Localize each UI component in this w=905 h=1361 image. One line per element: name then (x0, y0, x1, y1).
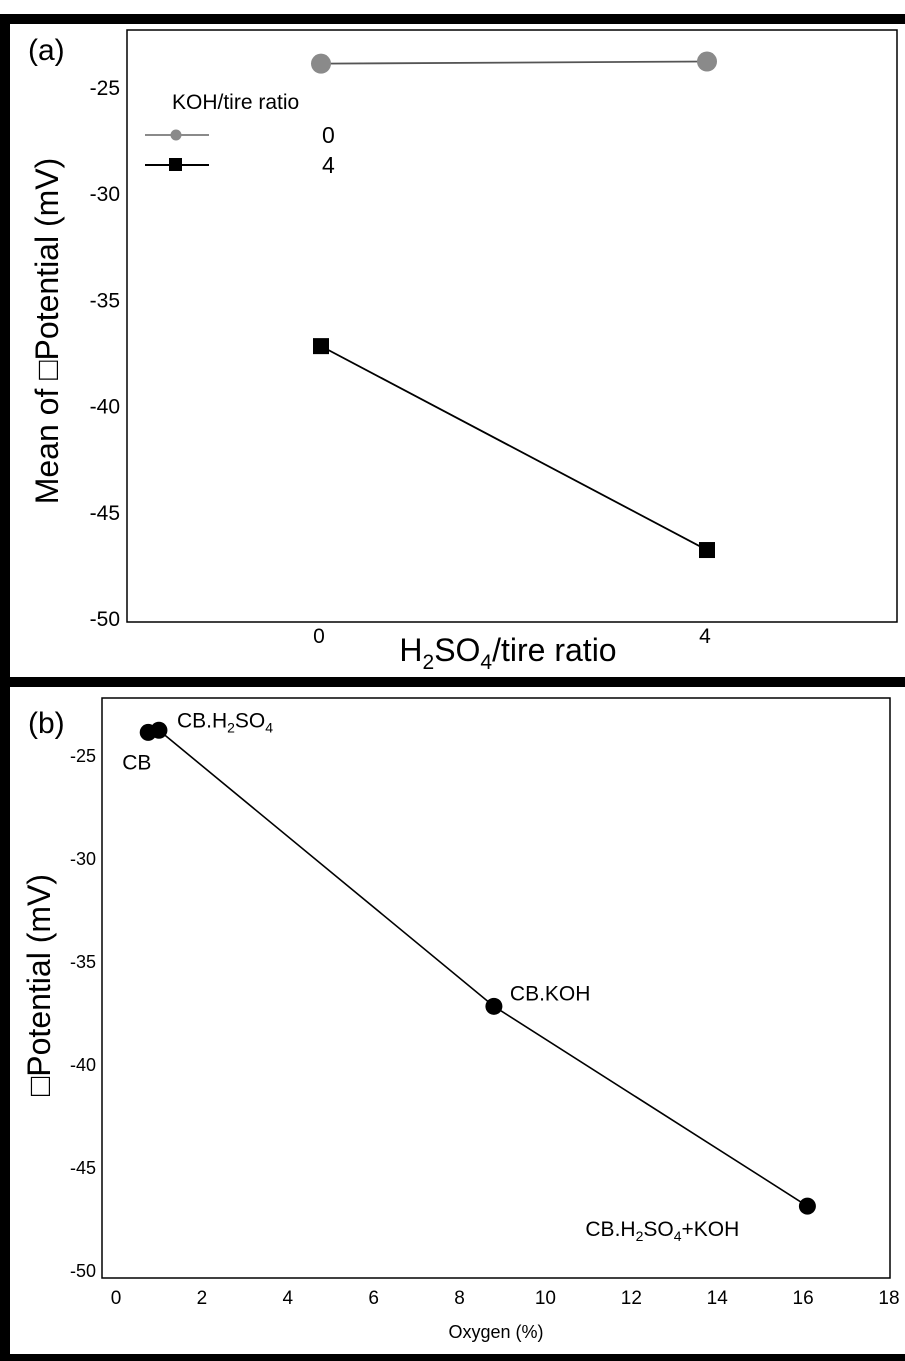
panel-b-y-tick-label: -35 (70, 952, 96, 972)
panel-b-x-tick-label: 2 (197, 1288, 208, 1309)
panel-b-point-labels: CB CB.H2SO4 CB.KOH CB.H2SO4+KOH (122, 709, 739, 1244)
panel-b-y-tick-label: -50 (70, 1261, 96, 1281)
series-0-point (697, 51, 717, 72)
panel-a-x-tick-label: 4 (699, 625, 711, 648)
data-point (150, 721, 168, 739)
panel-a-y-ticks: -25 -30 -35 -40 -45 -50 (90, 77, 120, 631)
panel-b-x-tick-label: 8 (454, 1288, 465, 1309)
panel-a-y-tick-label: -25 (90, 77, 120, 100)
panel-b-x-tick-label: 18 (878, 1288, 899, 1309)
series-1-point (699, 542, 715, 559)
panel-b-x-tick-label: 0 (111, 1288, 122, 1309)
legend-marker-series-0 (170, 129, 182, 141)
panel-divider (0, 677, 905, 687)
panel-b: (b) -25 -30 -35 -40 -45 -50 0 2 4 6 8 10 12 14 16 18 □… (21, 697, 900, 1342)
series-0-point (311, 53, 331, 74)
figure-frame-left (0, 14, 10, 1361)
panel-b-y-tick-label: -25 (70, 746, 96, 766)
panel-a-y-tick-label: -35 (90, 289, 120, 312)
point-label: CB.KOH (510, 982, 591, 1005)
legend-label-series-0: 0 (322, 122, 335, 148)
panel-b-y-tick-label: -45 (70, 1158, 96, 1178)
panel-a-x-tick-label: 0 (313, 625, 325, 648)
panel-a-legend: KOH/tire ratio 0 4 (145, 91, 335, 178)
panel-b-y-tick-label: -40 (70, 1055, 96, 1075)
figure-frame-bottom (0, 1354, 905, 1361)
panel-b-x-tick-label: 16 (793, 1288, 814, 1309)
panel-a-plot-area (126, 29, 898, 623)
data-point (485, 997, 503, 1015)
panel-b-x-tick-label: 6 (368, 1288, 379, 1309)
point-label: CB (122, 751, 151, 774)
panel-b-x-tick-label: 14 (707, 1288, 729, 1309)
legend-title: KOH/tire ratio (172, 91, 299, 114)
panel-b-x-ticks: 0 2 4 6 8 10 12 14 16 18 (111, 1288, 900, 1309)
panel-b-plot-area (101, 697, 891, 1279)
panel-a-x-axis-label: H2SO4/tire ratio (399, 632, 616, 674)
panel-b-label: (b) (28, 707, 65, 740)
point-label: CB.H2SO4 (177, 709, 273, 735)
panel-b-x-tick-label: 4 (282, 1288, 293, 1309)
panel-b-y-axis-label: □Potential (mV) (21, 874, 57, 1096)
series-line-0 (320, 60, 708, 65)
legend-marker-series-1 (169, 158, 182, 171)
panel-b-y-tick-label: -30 (70, 849, 96, 869)
panel-b-series (139, 721, 816, 1215)
panel-b-x-axis-label: Oxygen (%) (448, 1322, 543, 1342)
series-1-point (313, 338, 329, 355)
panel-a-series (311, 51, 717, 559)
series-line-1 (320, 345, 708, 551)
panel-b-x-tick-label: 10 (535, 1288, 556, 1309)
panel-a-y-axis-label: Mean of □Potential (mV) (29, 158, 65, 505)
panel-b-x-tick-label: 12 (621, 1288, 642, 1309)
figure-frame-top (0, 14, 905, 24)
panel-a-y-tick-label: -30 (90, 183, 120, 206)
data-point (798, 1197, 816, 1215)
panel-a-y-tick-label: -40 (90, 396, 120, 419)
panel-a-y-tick-label: -45 (90, 502, 120, 525)
trend-line (158, 729, 808, 1207)
panel-a-y-tick-label: -50 (90, 608, 120, 631)
panel-b-y-ticks: -25 -30 -35 -40 -45 -50 (70, 746, 96, 1281)
legend-label-series-1: 4 (322, 152, 335, 178)
panel-a-label: (a) (28, 34, 65, 67)
point-label: CB.H2SO4+KOH (585, 1218, 739, 1244)
